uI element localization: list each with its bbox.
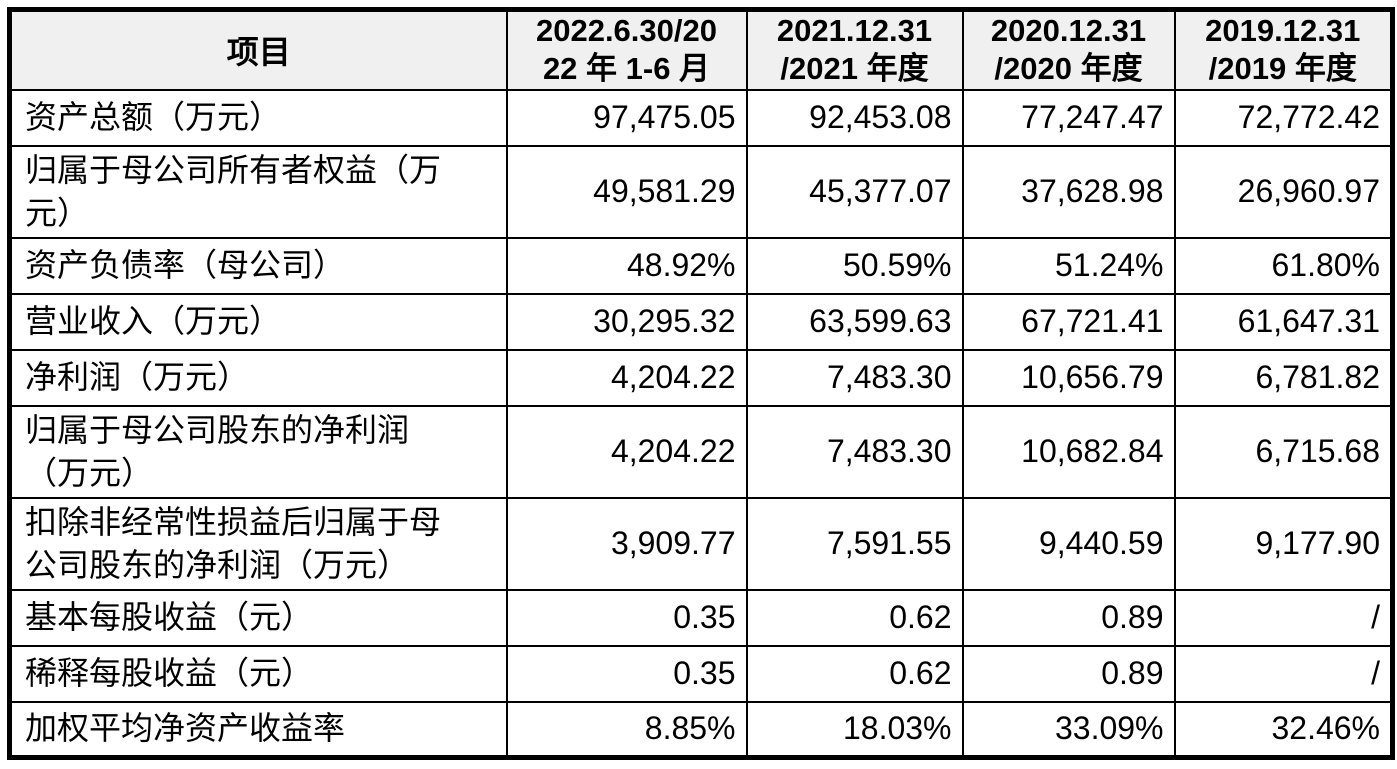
period-line: 22 年 1-6 月 xyxy=(542,51,711,87)
cell-value: 61.80% xyxy=(1173,236,1394,295)
table-row-total-assets: 资产总额（万元） 97,475.05 92,453.08 77,247.47 7… xyxy=(8,88,1394,147)
cell-value: 7,483.30 xyxy=(745,404,964,499)
column-header-period-2019: 2019.12.31 /2019 年度 xyxy=(1173,8,1394,91)
period-line: 2020.12.31 xyxy=(990,13,1147,49)
period-line: 2019.12.31 xyxy=(1205,13,1361,49)
row-label: 归属于母公司股东的净利润 （万元） xyxy=(8,404,508,499)
cell-value: 61,647.31 xyxy=(1173,292,1394,351)
cell-value: 50.59% xyxy=(745,236,964,295)
cell-value: 67,721.41 xyxy=(961,292,1176,351)
cell-value: 0.62 xyxy=(745,644,964,703)
row-label: 营业收入（万元） xyxy=(8,292,508,351)
table-row-diluted-eps: 稀释每股收益（元） 0.35 0.62 0.89 / xyxy=(8,644,1394,703)
cell-value: / xyxy=(1173,644,1394,703)
financial-summary-table: 项目 2022.6.30/20 22 年 1-6 月 2021.12.31 /2… xyxy=(7,7,1395,760)
cell-value: 8.85% xyxy=(505,700,748,759)
row-label: 资产负债率（母公司） xyxy=(8,236,508,295)
table-row-net-profit: 净利润（万元） 4,204.22 7,483.30 10,656.79 6,78… xyxy=(8,348,1394,407)
period-line: /2020 年度 xyxy=(994,51,1143,87)
row-label: 扣除非经常性损益后归属于母 公司股东的净利润（万元） xyxy=(8,496,508,591)
row-label: 基本每股收益（元） xyxy=(8,588,508,647)
cell-value: 92,453.08 xyxy=(745,88,964,147)
row-label: 稀释每股收益（元） xyxy=(8,644,508,703)
row-label: 加权平均净资产收益率 xyxy=(8,700,508,759)
period-line: 2021.12.31 xyxy=(776,13,933,49)
cell-value: 26,960.97 xyxy=(1173,144,1394,239)
column-header-item: 项目 xyxy=(8,8,508,91)
cell-value: 63,599.63 xyxy=(745,292,964,351)
cell-value: 3,909.77 xyxy=(505,496,748,591)
item-header-label: 项目 xyxy=(226,34,291,71)
cell-value: 51.24% xyxy=(961,236,1176,295)
cell-value: 30,295.32 xyxy=(505,292,748,351)
row-label: 净利润（万元） xyxy=(8,348,508,407)
cell-value: 0.62 xyxy=(745,588,964,647)
cell-value: 0.35 xyxy=(505,588,748,647)
cell-value: 48.92% xyxy=(505,236,748,295)
cell-value: 0.89 xyxy=(961,644,1176,703)
header-row: 项目 2022.6.30/20 22 年 1-6 月 2021.12.31 /2… xyxy=(8,8,1394,91)
table-row-operating-revenue: 营业收入（万元） 30,295.32 63,599.63 67,721.41 6… xyxy=(8,292,1394,351)
cell-value: 7,483.30 xyxy=(745,348,964,407)
cell-value: 10,656.79 xyxy=(961,348,1176,407)
cell-value: 18.03% xyxy=(745,700,964,759)
table-row-debt-ratio: 资产负债率（母公司） 48.92% 50.59% 51.24% 61.80% xyxy=(8,236,1394,295)
cell-value: 6,781.82 xyxy=(1173,348,1394,407)
cell-value: 45,377.07 xyxy=(745,144,964,239)
column-header-period-2021: 2021.12.31 /2021 年度 xyxy=(745,8,964,91)
cell-value: 9,177.90 xyxy=(1173,496,1394,591)
cell-value: 49,581.29 xyxy=(505,144,748,239)
cell-value: 33.09% xyxy=(961,700,1176,759)
cell-value: 4,204.22 xyxy=(505,348,748,407)
cell-value: 0.35 xyxy=(505,644,748,703)
cell-value: 77,247.47 xyxy=(961,88,1176,147)
cell-value: 32.46% xyxy=(1173,700,1394,759)
table-row-weighted-roe: 加权平均净资产收益率 8.85% 18.03% 33.09% 32.46% xyxy=(8,700,1394,759)
cell-value: 4,204.22 xyxy=(505,404,748,499)
table-row-parent-equity: 归属于母公司所有者权益（万 元） 49,581.29 45,377.07 37,… xyxy=(8,144,1394,239)
cell-value: 97,475.05 xyxy=(505,88,748,147)
cell-value: 6,715.68 xyxy=(1173,404,1394,499)
column-header-period-2020: 2020.12.31 /2020 年度 xyxy=(961,8,1176,91)
period-line: /2019 年度 xyxy=(1208,51,1357,87)
cell-value: 0.89 xyxy=(961,588,1176,647)
period-line: /2021 年度 xyxy=(780,51,929,87)
cell-value: / xyxy=(1173,588,1394,647)
cell-value: 37,628.98 xyxy=(961,144,1176,239)
table-row-net-profit-deducted: 扣除非经常性损益后归属于母 公司股东的净利润（万元） 3,909.77 7,59… xyxy=(8,496,1394,591)
cell-value: 10,682.84 xyxy=(961,404,1176,499)
cell-value: 9,440.59 xyxy=(961,496,1176,591)
cell-value: 7,591.55 xyxy=(745,496,964,591)
row-label: 归属于母公司所有者权益（万 元） xyxy=(8,144,508,239)
row-label: 资产总额（万元） xyxy=(8,88,508,147)
table-row-net-profit-parent: 归属于母公司股东的净利润 （万元） 4,204.22 7,483.30 10,6… xyxy=(8,404,1394,499)
table-row-basic-eps: 基本每股收益（元） 0.35 0.62 0.89 / xyxy=(8,588,1394,647)
column-header-period-2022: 2022.6.30/20 22 年 1-6 月 xyxy=(505,8,748,91)
cell-value: 72,772.42 xyxy=(1173,88,1394,147)
period-line: 2022.6.30/20 xyxy=(535,13,717,49)
